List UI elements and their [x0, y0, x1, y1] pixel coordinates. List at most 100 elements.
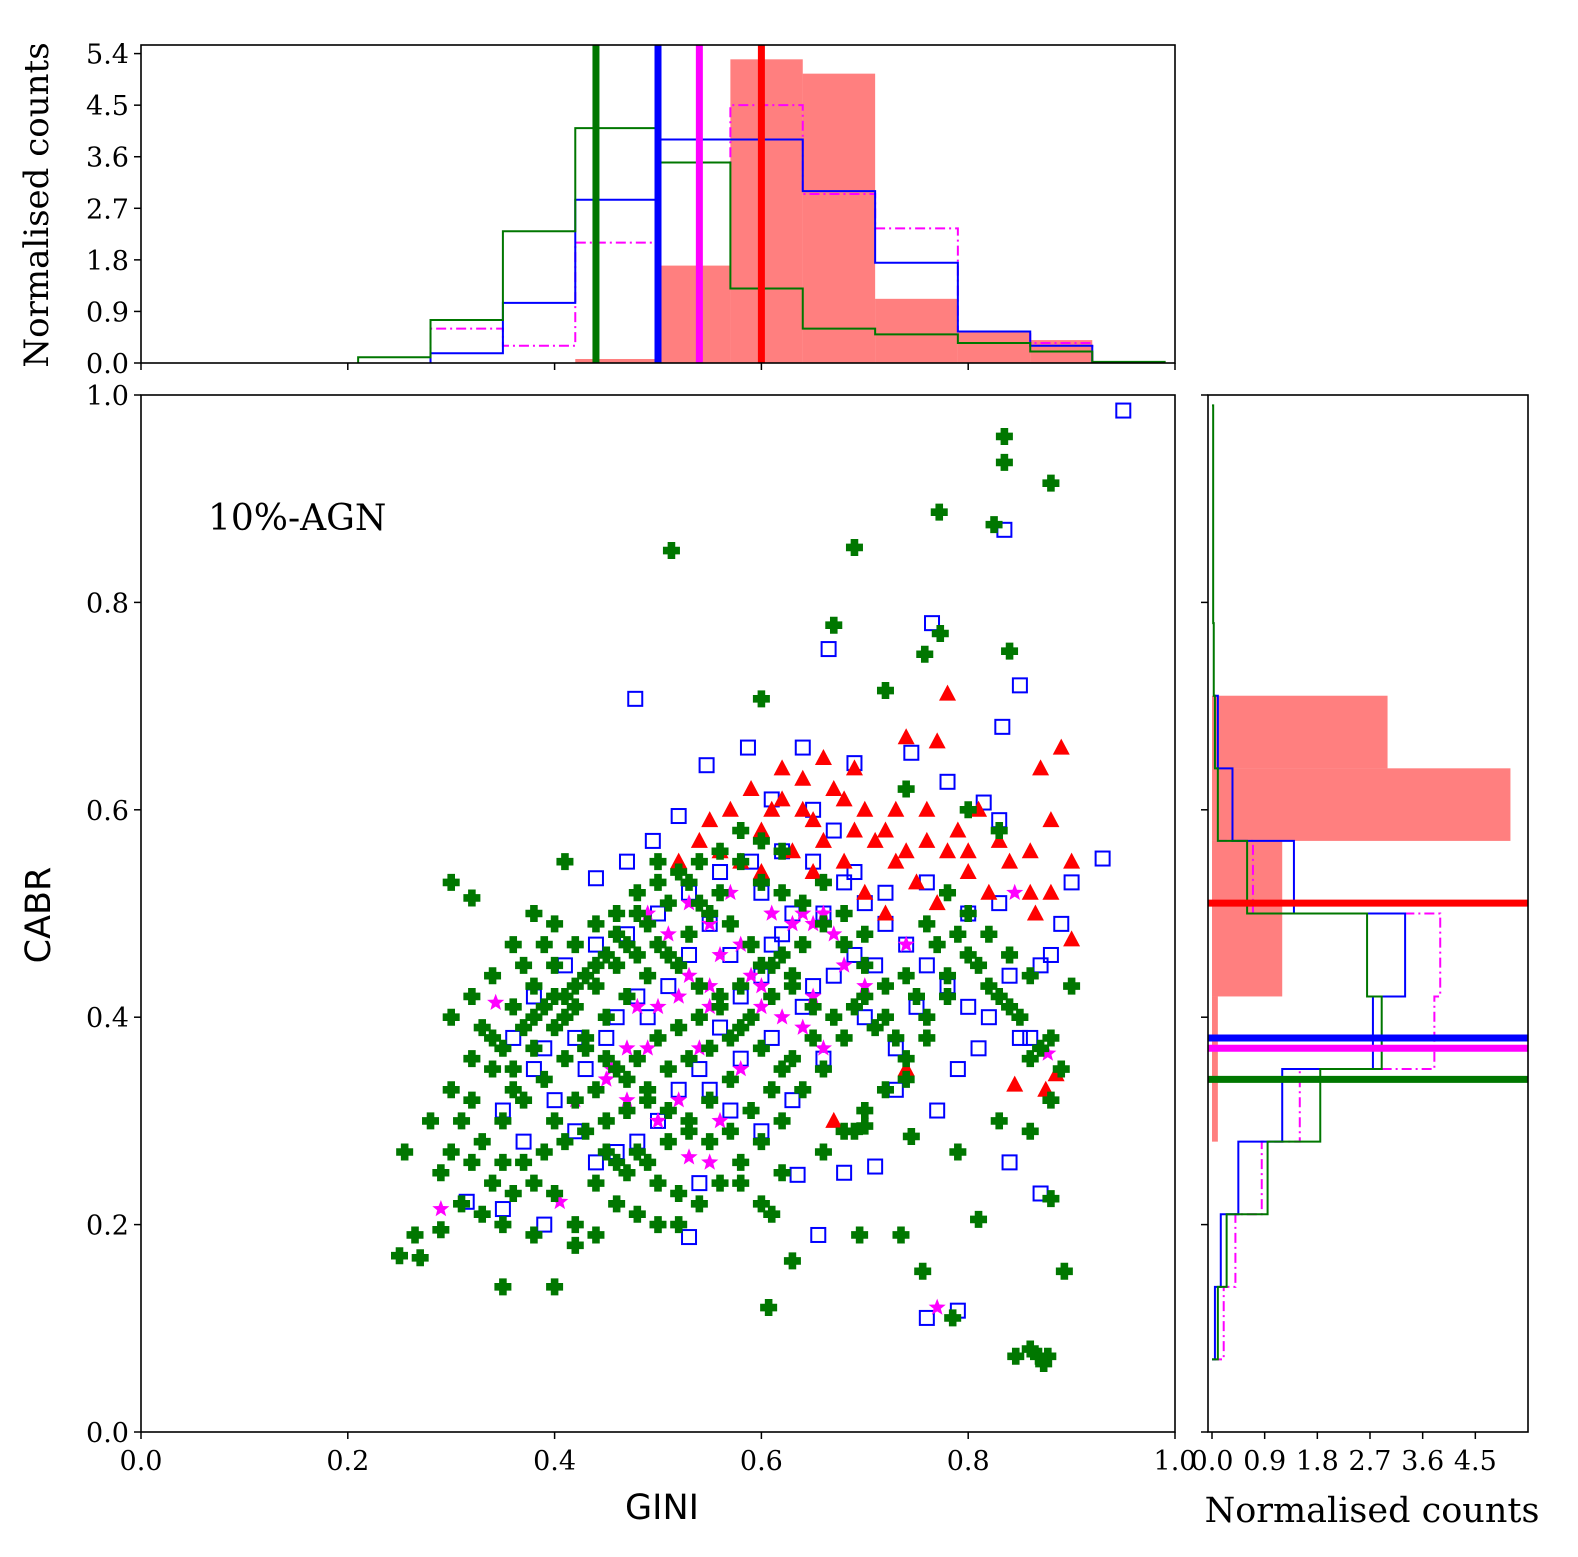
magenta-star-marker [1006, 883, 1024, 900]
blue-square-marker [877, 884, 894, 901]
green-cross-marker [711, 884, 729, 902]
green-cross-marker [959, 801, 977, 819]
green-cross-marker [701, 1091, 719, 1109]
top-median-lines [592, 45, 765, 363]
green-cross-marker [442, 1143, 460, 1161]
green-cross-marker [949, 925, 967, 943]
green-cross-marker [990, 1112, 1008, 1130]
red-triangle-marker [1001, 852, 1019, 869]
green-cross-marker [701, 1039, 719, 1057]
red-triangle-marker [876, 904, 894, 921]
red-triangle-marker [918, 800, 936, 817]
green-cross-marker [835, 1029, 853, 1047]
top-y-ticks: 0.0 0.9 1.8 2.7 3.6 4.5 5.4 [86, 40, 141, 380]
magenta-star-marker [1039, 1044, 1057, 1061]
blue-square-marker [970, 1040, 987, 1057]
green-cross-marker [1042, 474, 1060, 492]
green-cross-marker [484, 1029, 502, 1047]
scatter-x-tick-label: 0.6 [740, 1446, 783, 1477]
scatter-x-tick-label: 0.8 [947, 1446, 990, 1477]
red-triangle-marker [1063, 852, 1081, 869]
x-axis-label: GINI [625, 1488, 699, 1528]
green-cross-marker [659, 1060, 677, 1078]
magenta-star-marker [752, 977, 770, 994]
green-cross-marker [504, 1184, 522, 1202]
blue-square-marker [536, 1216, 553, 1233]
blue-square-marker [698, 757, 715, 774]
green-cross-marker [897, 967, 915, 985]
green-cross-marker [1052, 1060, 1070, 1078]
green-cross-marker [525, 1174, 543, 1192]
green-cross-marker [515, 1153, 533, 1171]
blue-square-marker [836, 874, 853, 891]
green-cross-marker [1001, 998, 1019, 1016]
blue-square-marker [681, 1229, 698, 1246]
green-cross-marker [763, 956, 781, 974]
green-cross-marker [752, 832, 770, 850]
green-cross-marker [918, 1029, 936, 1047]
red-triangle-marker [814, 748, 832, 765]
magenta-star-marker [618, 1091, 636, 1108]
green-cross-marker [814, 1143, 832, 1161]
blue-square-marker [918, 957, 935, 974]
magenta-star-marker [814, 1039, 832, 1056]
scatter-frame [140, 394, 1176, 1433]
green-cross-marker [566, 1216, 584, 1234]
magenta-star-marker [597, 1070, 615, 1087]
green-cross-marker [670, 956, 688, 974]
green-cross-marker [494, 1112, 512, 1130]
green-cross-marker [721, 1029, 739, 1047]
green-cross-marker [649, 853, 667, 871]
green-cross-marker [783, 977, 801, 995]
green-cross-marker [773, 946, 791, 964]
blue-square-marker [1001, 1154, 1018, 1171]
green-cross-marker [662, 542, 680, 560]
green-cross-marker [494, 1039, 512, 1057]
green-cross-marker [587, 977, 605, 995]
green-cross-marker [752, 1039, 770, 1057]
red-triangle-marker [980, 883, 998, 900]
green-cross-marker [463, 1091, 481, 1109]
red-triangle-marker [825, 1111, 843, 1128]
red-triangle-marker [939, 842, 957, 859]
green-cross-marker [473, 1205, 491, 1223]
green-cross-marker [1039, 1347, 1057, 1365]
green-cross-marker [1063, 977, 1081, 995]
red-triangle-marker [1026, 904, 1044, 921]
right-histogram-frame [1207, 394, 1529, 1433]
red-triangle-marker [990, 831, 1008, 848]
red-triangle-marker [1042, 811, 1060, 828]
right-histogram-panel: 0.0 0.9 1.8 2.7 3.6 4.5 Normalised counts [1191, 394, 1539, 1531]
green-cross-marker [546, 956, 564, 974]
magenta-star-marker [783, 914, 801, 932]
green-cross-marker [628, 884, 646, 902]
blue-square-marker [975, 794, 992, 811]
red-triangle-marker [928, 732, 946, 749]
blue-square-marker [810, 1226, 827, 1243]
red-triangle-marker [773, 790, 791, 807]
red-triangle-marker [876, 821, 894, 838]
green-cross-marker [763, 1081, 781, 1099]
green-cross-marker [752, 873, 770, 891]
top-bar-red-filled [957, 331, 1031, 363]
green-cross-marker [639, 1091, 657, 1109]
green-cross-marker [587, 1174, 605, 1192]
green-cross-marker [701, 1133, 719, 1151]
red-triangle-marker [752, 821, 770, 838]
green-cross-marker [897, 1070, 915, 1088]
green-cross-marker [794, 1081, 812, 1099]
top-histogram-bars [575, 59, 1093, 363]
green-cross-marker [680, 925, 698, 943]
red-triangle-marker [1063, 930, 1081, 947]
green-cross-marker [670, 1216, 688, 1234]
top-y-tick-label: 0.9 [86, 297, 129, 328]
green-cross-marker [814, 873, 832, 891]
green-cross-marker [928, 936, 946, 954]
green-cross-marker [649, 1216, 667, 1234]
blue-square-marker [722, 1102, 739, 1119]
green-cross-marker [504, 936, 522, 954]
green-cross-marker [659, 1133, 677, 1151]
green-cross-marker [618, 1164, 636, 1182]
green-cross-marker [680, 873, 698, 891]
magenta-star-marker [732, 1060, 750, 1077]
